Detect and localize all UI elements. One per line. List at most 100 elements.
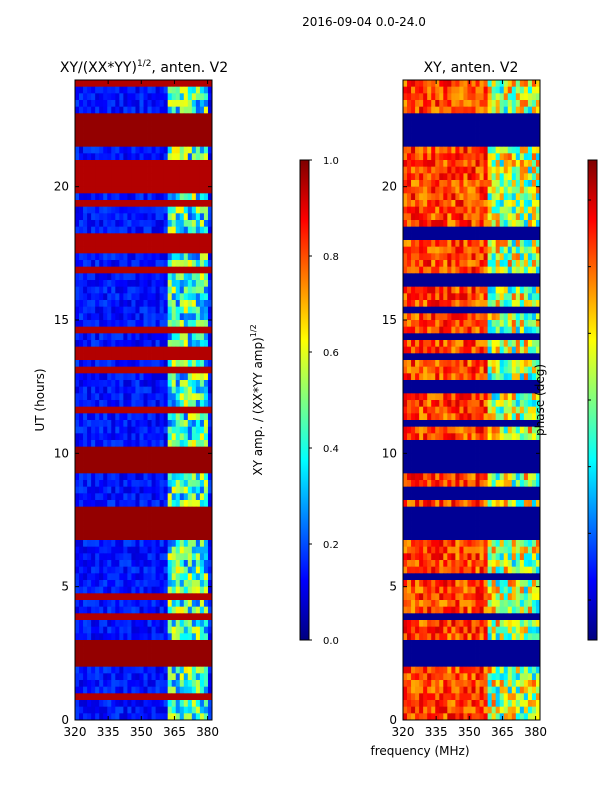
heatmap-cell — [471, 86, 476, 94]
heatmap-cell — [103, 460, 108, 468]
heatmap-cell — [407, 400, 412, 408]
heatmap-cell — [459, 113, 464, 121]
heatmap-cell — [523, 260, 529, 268]
heatmap-cell — [491, 166, 497, 174]
heatmap-cell — [491, 260, 497, 268]
heatmap-cell — [191, 666, 197, 674]
heatmap-cell — [191, 320, 197, 328]
heatmap-cell — [531, 220, 537, 228]
heatmap-cell — [171, 246, 177, 254]
heatmap-cell — [175, 360, 181, 368]
heatmap-cell — [135, 513, 140, 521]
heatmap-cell — [99, 133, 104, 141]
heatmap-cell — [167, 260, 173, 268]
heatmap-cell — [159, 706, 165, 714]
heatmap-cell — [155, 266, 161, 274]
heatmap-cell — [535, 340, 541, 348]
heatmap-cell — [107, 600, 112, 608]
heatmap-cell — [195, 600, 201, 608]
heatmap-cell — [503, 313, 509, 321]
heatmap-cell — [471, 340, 476, 348]
heatmap-cell — [175, 193, 181, 201]
heatmap-cell — [91, 106, 96, 114]
heatmap-cell — [159, 526, 165, 534]
heatmap-cell — [183, 633, 189, 641]
heatmap-cell — [199, 366, 205, 374]
heatmap-cell — [191, 673, 197, 681]
heatmap-cell — [143, 393, 148, 401]
heatmap-cell — [107, 693, 112, 701]
heatmap-cell — [427, 293, 432, 301]
heatmap-cell — [463, 93, 468, 101]
heatmap-cell — [119, 353, 124, 361]
heatmap-cell — [199, 253, 205, 261]
heatmap-cell — [167, 560, 173, 568]
heatmap-cell — [171, 693, 177, 701]
heatmap-cell — [199, 93, 205, 101]
heatmap-cell — [151, 533, 156, 541]
heatmap-cell — [135, 266, 140, 274]
heatmap-cell — [423, 153, 428, 161]
heatmap-cell — [131, 80, 136, 88]
heatmap-cell — [143, 333, 148, 341]
heatmap-cell — [115, 93, 120, 101]
heatmap-cell — [127, 253, 132, 261]
heatmap-cell — [115, 286, 120, 294]
heatmap-cell — [195, 446, 201, 454]
heatmap-cell — [503, 353, 509, 361]
heatmap-cell — [131, 453, 136, 461]
heatmap-cell — [463, 340, 468, 348]
heatmap-cell — [111, 633, 116, 641]
heatmap-cell — [467, 360, 472, 368]
heatmap-cell — [443, 133, 448, 141]
heatmap-cell — [455, 226, 460, 234]
heatmap-cell — [115, 606, 120, 614]
heatmap-cell — [95, 453, 100, 461]
heatmap-cell — [83, 326, 88, 334]
heatmap-cell — [499, 300, 505, 308]
heatmap-cell — [119, 120, 124, 128]
heatmap-cell — [191, 293, 197, 301]
heatmap-cell — [139, 566, 144, 574]
heatmap-cell — [435, 246, 440, 254]
heatmap-cell — [415, 326, 420, 334]
heatmap-cell — [135, 433, 140, 441]
heatmap-cell — [143, 566, 148, 574]
heatmap-cell — [75, 333, 80, 341]
heatmap-cell — [107, 586, 112, 594]
heatmap-cell — [467, 140, 472, 148]
heatmap-cell — [487, 200, 493, 208]
heatmap-cell — [199, 546, 205, 554]
heatmap-cell — [203, 706, 209, 714]
heatmap-cell — [151, 280, 156, 288]
heatmap-cell — [139, 266, 144, 274]
heatmap-cell — [167, 446, 173, 454]
heatmap-cell — [203, 306, 209, 314]
heatmap-cell — [403, 306, 408, 314]
heatmap-cell — [491, 373, 497, 381]
heatmap-cell — [415, 193, 420, 201]
heatmap-cell — [195, 513, 201, 521]
heatmap-cell — [131, 680, 136, 688]
heatmap-cell — [139, 220, 144, 228]
heatmap-cell — [115, 233, 120, 241]
heatmap-cell — [439, 226, 444, 234]
heatmap-cell — [487, 160, 493, 168]
heatmap-cell — [443, 386, 448, 394]
heatmap-cell — [171, 493, 177, 501]
heatmap-cell — [207, 113, 213, 121]
heatmap-cell — [515, 206, 521, 214]
heatmap-cell — [163, 140, 169, 148]
heatmap-cell — [499, 253, 505, 261]
heatmap-cell — [167, 166, 173, 174]
heatmap-cell — [111, 660, 116, 668]
heatmap-cell — [499, 380, 505, 388]
heatmap-cell — [159, 293, 165, 301]
heatmap-cell — [503, 206, 509, 214]
heatmap-cell — [479, 400, 484, 408]
heatmap-cell — [475, 153, 480, 161]
heatmap-cell — [111, 553, 116, 561]
heatmap-cell — [479, 313, 484, 321]
heatmap-cell — [135, 393, 140, 401]
heatmap-cell — [79, 513, 84, 521]
